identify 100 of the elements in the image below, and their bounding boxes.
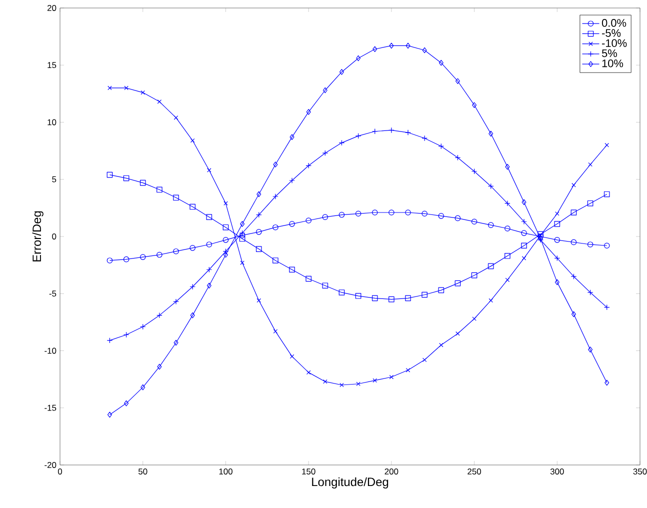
point xyxy=(140,254,146,260)
point xyxy=(323,379,328,384)
point xyxy=(454,280,461,286)
point xyxy=(538,234,544,240)
point xyxy=(521,242,527,249)
point xyxy=(224,201,228,206)
point xyxy=(471,272,478,278)
x-tick-label: 350 xyxy=(633,468,647,474)
point xyxy=(388,210,394,216)
point xyxy=(505,278,510,282)
y-tick-label: -20 xyxy=(44,462,56,468)
point xyxy=(356,382,360,386)
point xyxy=(190,204,196,210)
legend-label: 0.0% xyxy=(602,19,626,27)
point xyxy=(140,90,145,95)
point xyxy=(124,86,128,90)
point xyxy=(555,212,560,216)
y-tick-label: -15 xyxy=(44,404,56,411)
point xyxy=(405,210,411,216)
point xyxy=(338,212,345,218)
point xyxy=(372,210,378,216)
point xyxy=(140,384,146,390)
point xyxy=(604,242,610,249)
point xyxy=(405,295,411,302)
point xyxy=(290,354,294,359)
point xyxy=(488,263,494,270)
point xyxy=(454,215,461,222)
point xyxy=(587,242,594,248)
point xyxy=(338,290,345,296)
legend-label: -5% xyxy=(602,29,621,37)
point xyxy=(522,256,526,260)
point xyxy=(256,298,262,303)
point xyxy=(389,42,394,49)
point xyxy=(190,245,196,251)
point xyxy=(504,226,510,232)
point xyxy=(438,287,444,294)
x-tick-label: 250 xyxy=(468,468,482,474)
point xyxy=(239,232,246,238)
x-tick-label: 200 xyxy=(384,468,398,474)
y-tick-label: -5 xyxy=(49,290,56,297)
point xyxy=(570,239,577,246)
point xyxy=(554,221,560,227)
point xyxy=(554,279,560,286)
point xyxy=(272,258,278,264)
point xyxy=(272,224,278,230)
point xyxy=(355,210,362,217)
x-tick-label: 150 xyxy=(302,468,316,474)
point xyxy=(306,370,311,375)
point xyxy=(222,237,229,243)
point xyxy=(306,218,312,224)
point xyxy=(123,256,130,262)
point xyxy=(356,55,361,62)
point xyxy=(106,258,113,264)
y-axis-title: Error/Deg xyxy=(32,211,44,262)
point xyxy=(588,346,593,352)
point xyxy=(604,380,610,386)
y-tick-label: 5 xyxy=(52,176,56,182)
x-tick-label: 0 xyxy=(58,468,62,474)
point xyxy=(355,293,362,299)
point xyxy=(438,213,444,219)
point xyxy=(256,191,262,198)
point xyxy=(488,222,494,228)
point xyxy=(604,191,610,198)
point xyxy=(289,266,295,273)
point xyxy=(456,331,460,336)
point xyxy=(439,342,444,348)
point xyxy=(340,382,344,388)
point xyxy=(273,162,278,168)
point xyxy=(222,224,229,230)
point xyxy=(273,329,278,334)
point xyxy=(190,138,195,143)
point xyxy=(290,134,294,140)
point xyxy=(322,214,328,220)
point xyxy=(124,400,129,406)
point xyxy=(588,162,592,167)
point xyxy=(521,230,527,236)
y-tick-label: 0 xyxy=(52,233,56,240)
point xyxy=(571,311,576,318)
point xyxy=(223,252,228,258)
point xyxy=(406,368,410,372)
point xyxy=(372,378,378,383)
point xyxy=(174,340,178,346)
point xyxy=(256,229,262,235)
point xyxy=(372,46,378,52)
point xyxy=(240,260,244,265)
point xyxy=(422,47,427,54)
point xyxy=(190,312,195,318)
legend-label: 10% xyxy=(602,59,624,68)
point xyxy=(504,253,510,259)
point xyxy=(339,69,344,75)
point xyxy=(289,221,295,227)
point xyxy=(471,218,478,225)
point xyxy=(472,102,477,108)
point xyxy=(306,276,312,282)
point xyxy=(554,237,560,243)
point xyxy=(372,295,378,302)
point xyxy=(206,214,212,220)
point xyxy=(256,246,262,252)
point xyxy=(206,242,212,248)
x-tick-label: 100 xyxy=(219,468,232,474)
